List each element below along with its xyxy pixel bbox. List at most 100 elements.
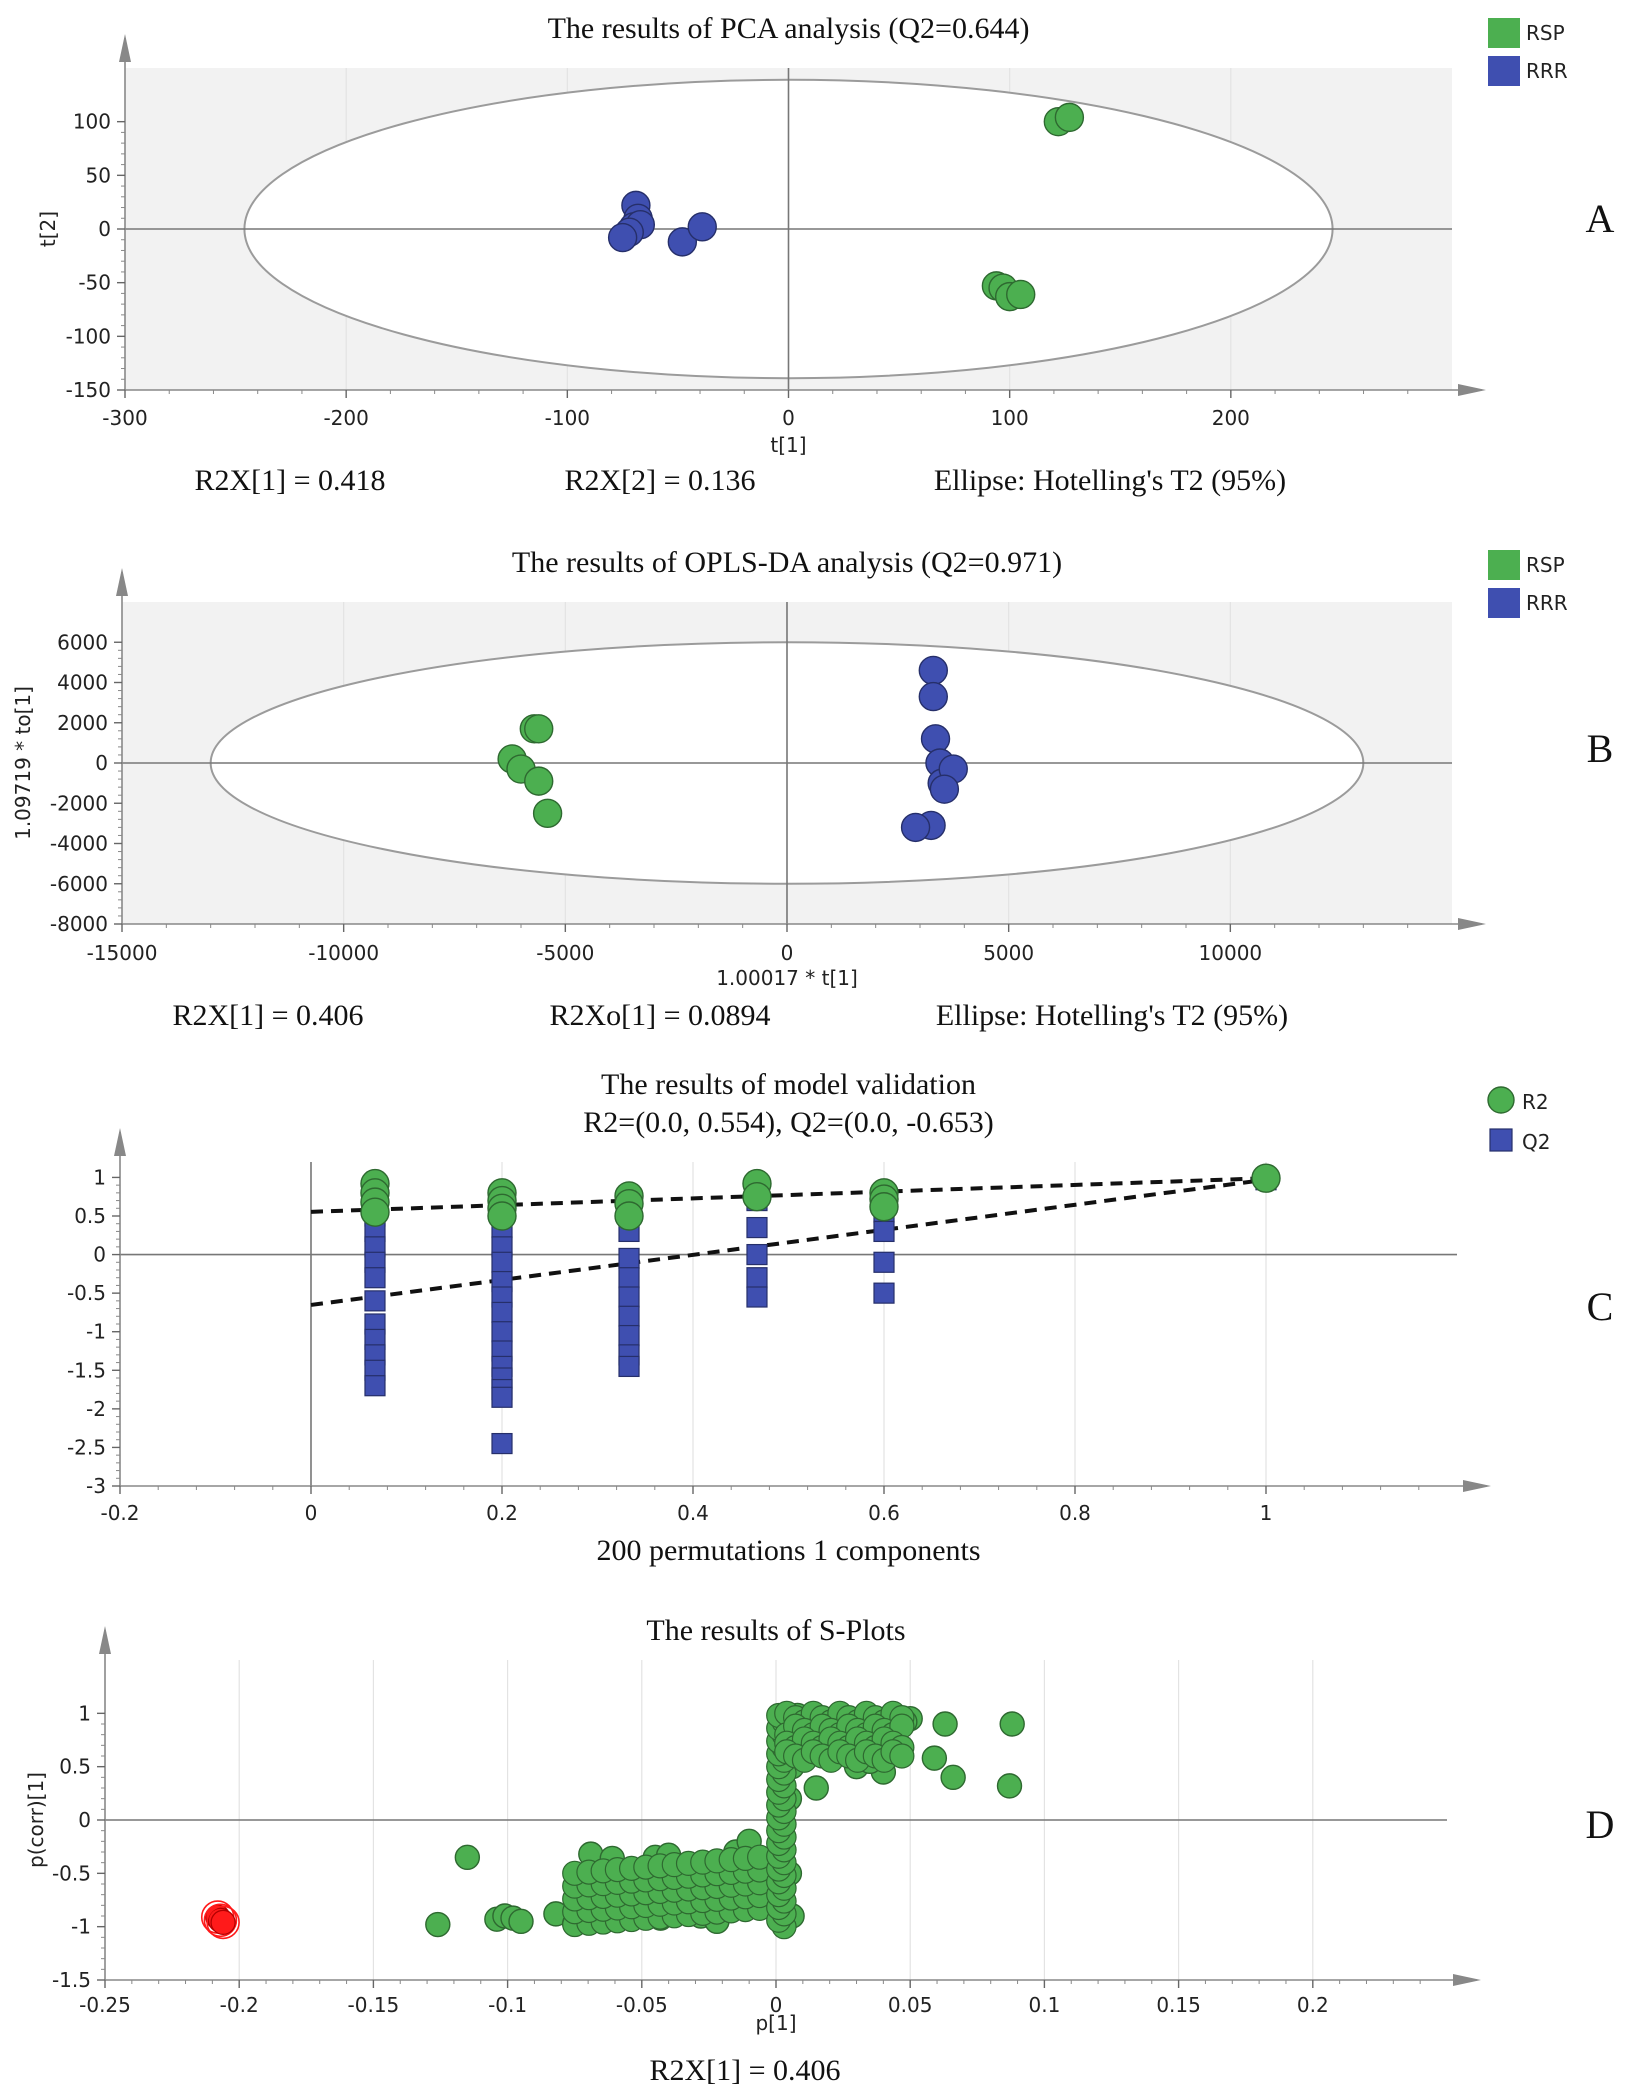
x-tick-label: 0.15: [1156, 1993, 1201, 2017]
data-point: [618, 1267, 640, 1289]
x-tick-label: 0.8: [1059, 1501, 1091, 1525]
data-point: [532, 798, 563, 829]
y-tick-label: 0.5: [74, 1204, 106, 1228]
x-tick-label: 0: [782, 406, 795, 430]
data-point: [873, 1282, 895, 1304]
y-tick-label: -0.5: [67, 1281, 106, 1305]
regression-line-q2: [310, 1177, 1267, 1307]
data-point: [487, 1201, 517, 1231]
data-point: [746, 1243, 768, 1266]
legend-marker: [1487, 1086, 1515, 1114]
x-axis-label: p[1]: [755, 2011, 796, 2035]
y-tick-label: -100: [66, 324, 111, 348]
y-axis-arrow: [114, 1128, 126, 1156]
data-point: [889, 1743, 915, 1769]
y-tick-label: 0: [95, 751, 108, 775]
data-point: [491, 1386, 513, 1408]
data-point: [491, 1321, 513, 1343]
data-point: [618, 1305, 640, 1327]
x-tick-label: -15000: [87, 941, 158, 965]
data-point: [900, 812, 931, 843]
x-tick-label: 0: [305, 1501, 318, 1525]
y-tick-label: -150: [66, 378, 111, 402]
x-axis-label: t[1]: [770, 433, 806, 457]
panel-label: A: [1586, 196, 1615, 241]
data-point: [524, 766, 554, 796]
chart-title: The results of S-Plots: [646, 1614, 905, 1647]
y-tick-label: -6000: [50, 872, 108, 896]
x-axis-arrow: [1453, 1974, 1481, 1986]
data-point: [746, 1286, 768, 1308]
data-point-ring: [206, 1905, 240, 1940]
chart-subtitle: R2=(0.0, 0.554), Q2=(0.0, -0.653): [583, 1106, 993, 1139]
footer-stat: R2X[1] = 0.406: [172, 999, 363, 1032]
x-axis-arrow: [1458, 384, 1486, 396]
y-axis-arrow: [119, 34, 131, 62]
chart-panel-a: -150 -100 -50 0 50 100 -300 -200 -100 0 100 200 The …: [36, 12, 1615, 497]
y-tick-label: -1: [71, 1915, 91, 1939]
data-point: [364, 1267, 386, 1289]
data-point: [1006, 279, 1036, 310]
x-tick-label: 5000: [983, 941, 1034, 965]
y-tick-label: -2.5: [67, 1435, 106, 1459]
y-tick-label: 6000: [57, 630, 108, 654]
data-point: [618, 1286, 640, 1308]
y-axis-label: p(corr)[1]: [24, 1772, 48, 1868]
series-rrr: [900, 655, 968, 843]
y-tick-label: -1: [86, 1320, 106, 1344]
legend-marker: [1488, 588, 1520, 618]
footer-stat: Ellipse: Hotelling's T2 (95%): [934, 464, 1286, 497]
y-axis-label: t[2]: [36, 211, 60, 247]
legend-marker: [1488, 18, 1520, 48]
chart-title: The results of PCA analysis (Q2=0.644): [548, 12, 1030, 45]
y-tick-label: 4000: [57, 671, 108, 695]
x-tick-label: 0.1: [1028, 1993, 1060, 2017]
data-point: [210, 1909, 236, 1936]
data-point: [746, 1216, 768, 1239]
data-point: [491, 1432, 513, 1455]
data-point: [607, 222, 638, 253]
data-point: [508, 1908, 534, 1935]
legend-label: RRR: [1526, 591, 1568, 615]
data-point: [667, 227, 698, 257]
chart-panel-b: -8000 -6000 -4000 -2000 0 2000 4000 6000 -15000 -…: [11, 546, 1613, 1032]
x-tick-label: 0: [781, 941, 794, 965]
x-tick-label: -0.15: [348, 1993, 400, 2017]
data-point: [999, 1711, 1025, 1737]
footer-stat: R2X[1] = 0.418: [194, 464, 385, 497]
y-tick-label: -2000: [50, 791, 108, 815]
data-point: [360, 1197, 390, 1227]
dense-variable-cloud: [562, 1700, 915, 1940]
data-point: [425, 1911, 451, 1938]
data-point: [918, 681, 948, 712]
legend-label: RSP: [1526, 553, 1565, 577]
y-tick-label: 50: [86, 163, 111, 187]
data-point: [746, 1267, 768, 1289]
data-point: [873, 1251, 895, 1273]
x-tick-label: 100: [991, 406, 1029, 430]
y-tick-label: -3: [86, 1474, 106, 1498]
data-point: [920, 724, 951, 754]
x-tick-label: 0.6: [868, 1501, 900, 1525]
x-tick-label: -100: [545, 406, 590, 430]
data-point: [742, 1182, 772, 1212]
chart-title: The results of OPLS-DA analysis (Q2=0.97…: [512, 546, 1062, 579]
y-tick-label: 0: [93, 1243, 106, 1267]
panel-label: D: [1586, 1802, 1615, 1847]
data-point: [932, 1711, 958, 1737]
panel-label: C: [1587, 1284, 1614, 1329]
x-tick-label: -200: [323, 406, 368, 430]
x-tick-label: -0.2: [220, 1993, 259, 2017]
data-point: [1054, 102, 1085, 133]
data-point: [614, 1201, 644, 1231]
footer-stat: R2X[2] = 0.136: [564, 464, 755, 497]
panel-label: B: [1587, 726, 1614, 771]
x-tick-label: 0.2: [1297, 1993, 1329, 2017]
series-rrr: [607, 190, 717, 257]
x-tick-label: 1: [1260, 1501, 1273, 1525]
x-tick-label: -5000: [536, 941, 594, 965]
chart-panel-c: -3 -2.5 -2 -1.5 -1 -0.5 0 0.5 1 -0.2 0 0.2 0.4 0.6 0.8…: [67, 1068, 1613, 1567]
x-axis-label: 200 permutations 1 components: [596, 1534, 980, 1567]
x-axis-arrow: [1463, 1480, 1491, 1492]
y-tick-label: 2000: [57, 711, 108, 735]
